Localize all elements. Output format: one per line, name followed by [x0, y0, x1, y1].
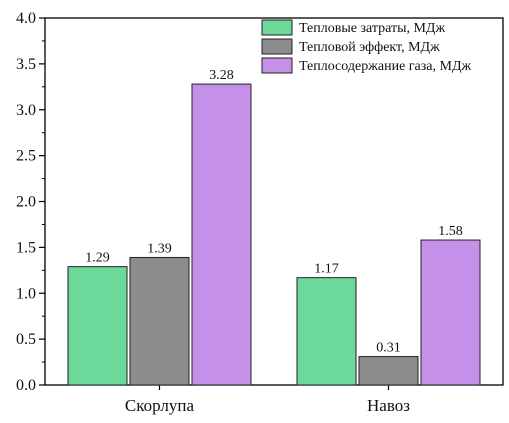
- bar-1-2: [296, 277, 357, 386]
- legend-swatch: [261, 19, 293, 36]
- legend-label: Тепловые затраты, МДж: [299, 21, 445, 36]
- data-label: 1.17: [314, 262, 339, 277]
- x-axis: Скорлупа Навоз: [125, 385, 410, 415]
- data-label: 1.29: [85, 251, 110, 266]
- y-tick-label: 1.0: [16, 285, 36, 302]
- y-tick-label: 0.5: [16, 331, 36, 348]
- y-tick-label: 3.5: [16, 56, 36, 73]
- data-label: 1.58: [438, 224, 463, 239]
- bar-3-2: [420, 239, 481, 386]
- legend-label: Теплосодержание газа, МДж: [299, 59, 471, 74]
- bars-group: [67, 83, 481, 386]
- data-labels-group: 1.29 1.39 3.28 1.17 0.31 1.58: [85, 68, 463, 355]
- data-label: 3.28: [209, 68, 234, 83]
- data-label: 1.39: [147, 241, 172, 256]
- y-tick-label: 0.0: [16, 377, 36, 394]
- y-tick-label: 3.0: [16, 102, 36, 119]
- legend-swatch: [261, 38, 293, 55]
- bar-1-1: [67, 266, 128, 386]
- data-label: 0.31: [376, 341, 401, 356]
- bar-2-2: [358, 356, 419, 386]
- x-category-label: Навоз: [367, 396, 410, 415]
- x-category-label: Скорлупа: [125, 396, 195, 415]
- y-tick-label: 2.0: [16, 194, 36, 211]
- bar-3-1: [191, 83, 252, 386]
- y-tick-label: 4.0: [16, 10, 36, 27]
- y-tick-label: 2.5: [16, 148, 36, 165]
- bar-2-1: [129, 256, 190, 386]
- y-axis: 0.0 0.5 1.0 1.5 2.0 2.5 3.0 3.5 4.0: [16, 10, 45, 394]
- legend: Тепловые затраты, МДж Тепловой эффект, МД…: [261, 19, 471, 74]
- y-tick-label: 1.5: [16, 239, 36, 256]
- legend-label: Тепловой эффект, МДж: [299, 40, 440, 55]
- legend-swatch: [261, 57, 293, 74]
